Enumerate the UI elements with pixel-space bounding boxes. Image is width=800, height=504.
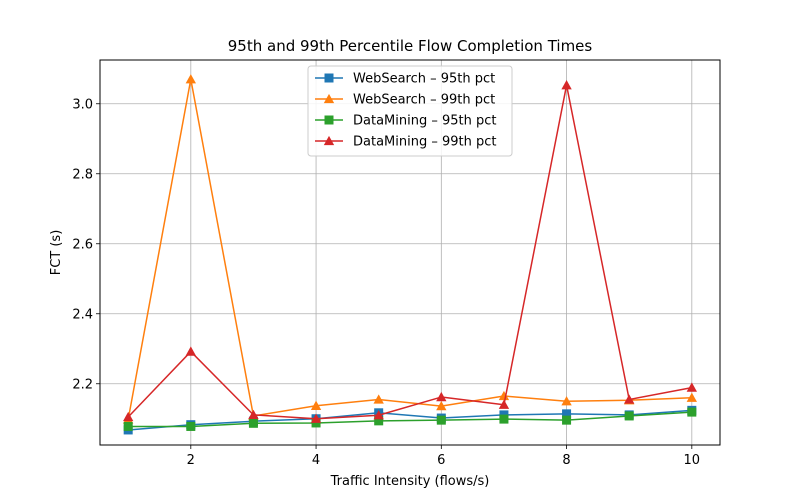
legend: WebSearch – 95th pct WebSearch – 99th pct… [307,65,513,157]
data-point [123,421,133,431]
series-line [127,84,692,420]
data-point [498,399,510,409]
data-point [687,407,697,417]
legend-marker [323,93,335,104]
data-point [561,396,572,406]
data-point [373,394,384,404]
legend-label: DataMining – 99th pct [353,135,496,150]
series-3 [123,80,697,423]
legend-marker [324,73,334,83]
y-tick-label: 2.4 [72,307,93,322]
data-point [624,411,634,421]
data-point [624,394,635,404]
data-point [310,400,322,410]
data-point [562,415,572,425]
data-point [499,414,509,424]
legend-entry: DataMining – 95th pct [315,114,496,129]
x-tick-label: 8 [562,453,570,468]
data-point [185,74,196,84]
data-point [248,409,259,420]
data-point [374,416,384,426]
legend-entry: WebSearch – 95th pct [315,72,495,87]
series-2 [123,407,697,431]
x-tick-label: 6 [437,453,445,468]
data-point [436,400,447,411]
series-line [128,411,692,428]
data-point [185,346,196,356]
data-point [123,411,134,422]
y-tick-label: 2.2 [72,377,93,392]
data-point [311,418,321,428]
data-point [498,390,510,401]
legend-marker [323,135,335,146]
data-point [248,418,258,428]
ticks: 2 4 6 8 10 2.2 2.4 2.6 2.8 3.0 [72,97,700,468]
legend-marker [324,115,334,125]
x-axis-label: Traffic Intensity (flows/s) [330,474,490,489]
series-1 [123,74,697,424]
data-point [436,415,446,425]
data-point [310,413,322,423]
legend-entry: DataMining – 99th pct [315,135,496,150]
series-line [127,78,692,420]
x-tick-label: 2 [187,453,195,468]
x-tick-label: 10 [684,453,701,468]
plot-frame [99,59,721,446]
data-point [373,410,384,420]
chart-title: 95th and 99th Percentile Flow Completion… [228,37,593,55]
data-point [186,421,196,431]
data-point [686,392,697,402]
data-point [686,382,697,392]
series-line [128,409,692,431]
legend-label: DataMining – 95th pct [353,114,496,129]
y-tick-label: 3.0 [72,97,93,112]
x-tick-label: 4 [312,453,320,468]
data-point [436,391,447,402]
y-axis-label: FCT (s) [49,230,64,276]
legend-label: WebSearch – 95th pct [353,72,495,87]
legend-label: WebSearch – 99th pct [353,93,495,108]
data-point [561,80,572,90]
y-tick-label: 2.6 [72,237,93,252]
legend-box [307,65,513,157]
legend-entry: WebSearch – 99th pct [315,93,495,108]
y-tick-label: 2.8 [72,167,93,182]
series-layer [123,74,697,435]
data-point [562,409,572,419]
